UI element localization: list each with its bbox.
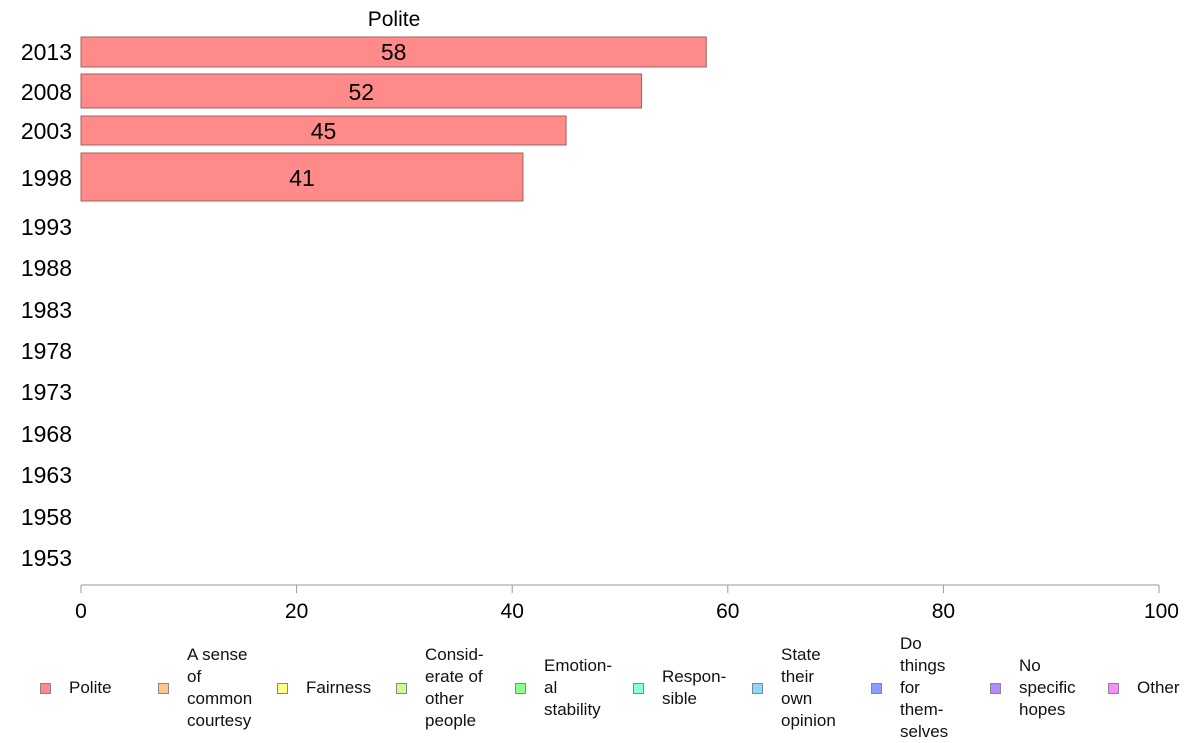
legend-label: State their own opinion [781,645,836,730]
legend-swatch [515,682,526,694]
y-tick-label: 1978 [21,338,72,364]
legend-label: Respon- sible [662,667,727,708]
legend-swatch [40,682,51,694]
legend-swatch [752,682,763,694]
legend-swatch [1108,682,1119,694]
legend-item: Emotion- al stability [515,640,612,736]
legend-swatch [277,682,288,694]
bar [80,73,643,109]
bar [80,115,567,146]
y-tick-label: 1968 [21,421,72,447]
legend-label: Consid- erate of other people [425,645,484,730]
y-tick-label: 1963 [21,462,72,488]
legend-swatch [633,682,644,694]
legend-label: Do things for them- selves [900,634,949,741]
x-tick-label: 40 [501,600,524,623]
y-tick-label: 1953 [21,545,72,571]
legend-item: State their own opinion [752,640,836,736]
y-tick-label: 2013 [21,39,72,65]
bar-data-label: 58 [381,39,407,65]
legend-swatch [871,682,882,694]
legend-item: No specific hopes [990,640,1076,736]
legend-swatch [990,682,1001,694]
legend-item: Consid- erate of other people [396,640,484,736]
legend-swatch [396,682,407,694]
legend-swatch [158,682,169,694]
bar-data-label: 52 [348,79,374,105]
legend-item: Other [1108,640,1180,736]
legend: Polite A sense of common courtesy Fairness… [0,634,1188,741]
x-tick-label: 80 [932,600,955,623]
legend-item: A sense of common courtesy [158,640,252,736]
legend-item: Respon- sible [633,640,726,736]
legend-label: Polite [69,678,112,697]
x-tick-label: 100 [1144,600,1179,623]
y-tick-label: 1958 [21,504,72,530]
y-tick-label: 1998 [21,165,72,191]
legend-label: Other [1137,678,1180,697]
bar [80,36,707,68]
legend-item: Fairness [277,640,371,736]
legend-label: Fairness [306,678,372,697]
y-tick-label: 1983 [21,297,72,323]
x-tick-label: 0 [75,600,87,623]
y-tick-label: 1973 [21,379,72,405]
legend-item: Polite [40,640,112,736]
y-tick-label: 1993 [21,214,72,240]
y-tick-label: 2008 [21,79,72,105]
chart-title: Polite [368,8,421,31]
y-tick-label: 1988 [21,255,72,281]
bar-data-label: 41 [289,165,315,191]
bar-chart: Polite 58 52 45 41 2013 2008 2003 1998 1993 1988… [21,8,1179,623]
legend-label: Emotion- al stability [544,656,613,719]
legend-item: Do things for them- selves [871,634,948,741]
x-tick-label: 20 [285,600,308,623]
y-tick-label: 2003 [21,118,72,144]
bar-data-label: 45 [311,118,337,144]
bar [80,152,524,202]
legend-label: No specific hopes [1019,656,1076,719]
x-tick-label: 60 [716,600,739,623]
legend-label: A sense of common courtesy [187,645,253,730]
